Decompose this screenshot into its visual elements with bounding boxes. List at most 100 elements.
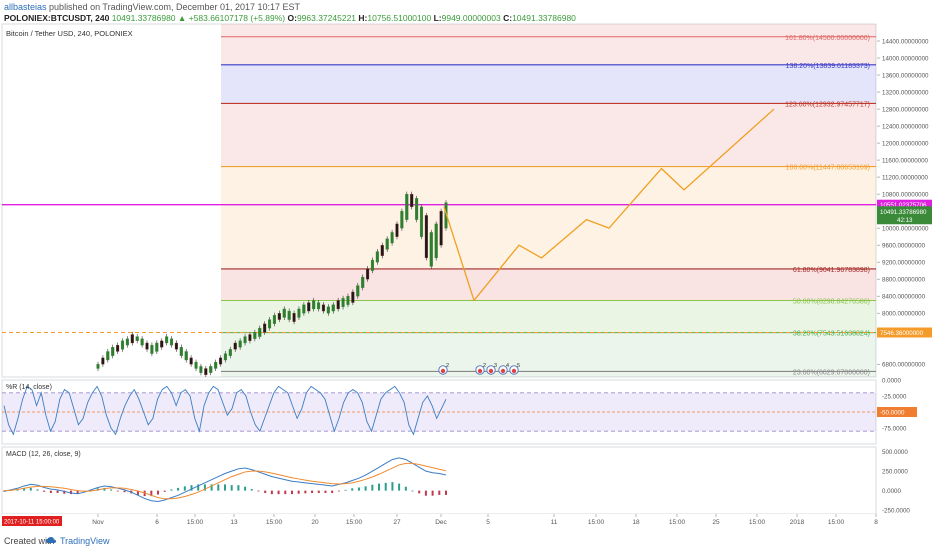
candle	[120, 340, 125, 350]
candle	[174, 342, 178, 350]
candle	[106, 351, 110, 361]
candle	[140, 338, 144, 346]
macd-histogram-bar	[63, 490, 66, 494]
fib-level-label: 100.00%(11447.00653169)	[786, 165, 870, 172]
chart-canvas[interactable]: 161.80%(14500.00000000) 138.20%(13839.611…	[0, 0, 932, 530]
bar-countdown-label: 42:13	[897, 217, 913, 224]
fib-band	[221, 166, 876, 269]
macd-histogram-bar	[378, 483, 381, 491]
fib-level-label: 61.80%(9041.96783898)	[793, 267, 870, 274]
macd-histogram-bar	[297, 490, 300, 494]
fib-level-label: 23.60%(6629.67000000)	[793, 369, 870, 376]
event-marker-count: 2	[446, 363, 449, 369]
candle	[169, 338, 174, 346]
macd-tick-label: -250.0000	[882, 508, 910, 515]
wpr-value-tag	[877, 407, 917, 417]
candle	[145, 342, 149, 350]
candle	[111, 347, 115, 356]
candle	[223, 353, 227, 361]
tradingview-brand[interactable]: TradingView	[60, 536, 110, 546]
candle	[194, 361, 198, 369]
projection-path	[443, 108, 775, 302]
macd-histogram-bar	[317, 490, 320, 493]
candle	[179, 347, 183, 356]
event-marker-dot	[511, 368, 517, 374]
candle	[199, 366, 203, 373]
candle	[297, 308, 301, 318]
candle	[331, 304, 335, 312]
low-value: 9949.00000003	[441, 13, 501, 23]
event-marker: 5	[509, 363, 520, 375]
last-price-tag-label: 10491.33786980	[880, 209, 927, 216]
price-tick-label: 13600.00000000	[882, 73, 929, 80]
fib-band	[221, 332, 876, 377]
candle	[287, 310, 291, 320]
fib-level-label: 161.80%(14500.00000000)	[785, 35, 870, 42]
time-tick-label: 5	[486, 519, 490, 526]
macd-line	[3, 457, 447, 503]
time-tick-label: Dec	[435, 519, 447, 526]
macd-histogram-bar	[357, 487, 360, 491]
fib-band	[221, 268, 876, 301]
time-tick-label: 11	[551, 519, 558, 526]
time-tick-label: Nov	[92, 519, 104, 526]
macd-histogram-bar	[311, 490, 314, 493]
candle	[155, 342, 159, 352]
candle	[204, 368, 208, 376]
orange-price-tag-label: 7546.36000000	[880, 330, 924, 337]
fib-level-label: 138.20%(13839.61183373)	[786, 63, 870, 70]
time-tick-label: 15:00	[828, 519, 845, 526]
candle	[434, 223, 438, 259]
macd-histogram-bar	[217, 484, 220, 491]
macd-histogram-bar	[391, 482, 394, 491]
symbol-label: POLONIEX:BTCUSDT, 240	[4, 13, 110, 23]
event-marker-count: 2	[483, 363, 486, 369]
chart-title: Bitcoin / Tether USD, 240, POLONIEX	[6, 29, 133, 38]
time-tick-label: 15:00	[187, 519, 204, 526]
wpr-label: %R (14, close)	[6, 384, 52, 391]
event-marker: 3	[486, 363, 497, 375]
macd-histogram-bar	[270, 490, 273, 495]
event-marker: 4	[498, 363, 509, 375]
candle	[125, 338, 129, 346]
macd-histogram-bar	[284, 490, 287, 495]
macd-histogram-bar	[331, 490, 334, 493]
orange-price-tag	[877, 327, 932, 338]
time-tick-label: 15:00	[346, 519, 363, 526]
time-highlight-label: 2017-10-11 15:00:00	[4, 520, 60, 526]
macd-histogram-bar	[371, 484, 374, 491]
macd-histogram-bar	[116, 490, 119, 492]
candle	[302, 304, 306, 314]
macd-histogram-bar	[244, 486, 247, 491]
time-tick-label: 18	[632, 519, 640, 526]
macd-histogram-bar	[203, 484, 206, 491]
candle	[135, 336, 139, 341]
event-marker: 2	[438, 363, 449, 375]
candle	[160, 340, 164, 348]
candle	[238, 340, 242, 348]
publisher-user[interactable]: allbasteias	[4, 2, 47, 12]
price-tick-label: 9600.00000000	[882, 243, 926, 250]
candle	[317, 302, 321, 310]
publisher-line: allbasteias published on TradingView.com…	[4, 2, 300, 12]
macd-histogram-bar	[16, 489, 19, 491]
open-label: O:	[287, 13, 297, 23]
macd-histogram-bar	[418, 490, 421, 494]
candle	[341, 298, 345, 307]
event-marker-count: 5	[517, 363, 520, 369]
macd-histogram-bar	[237, 485, 240, 491]
candle	[116, 344, 120, 352]
candle	[228, 349, 232, 356]
time-tick-label: 15:00	[588, 519, 605, 526]
candle	[165, 336, 169, 344]
macd-histogram-bar	[69, 490, 72, 495]
candle	[439, 210, 443, 246]
candle	[189, 357, 193, 365]
wpr-tick-label: -75.0000	[882, 426, 907, 433]
macd-histogram-bar	[224, 484, 226, 491]
time-axis	[2, 514, 876, 527]
candle	[366, 268, 370, 280]
change-value: +583.66107178 (+5.89%)	[188, 13, 286, 23]
price-tick-label: 14400.00000000	[882, 39, 929, 46]
candle	[370, 259, 375, 271]
